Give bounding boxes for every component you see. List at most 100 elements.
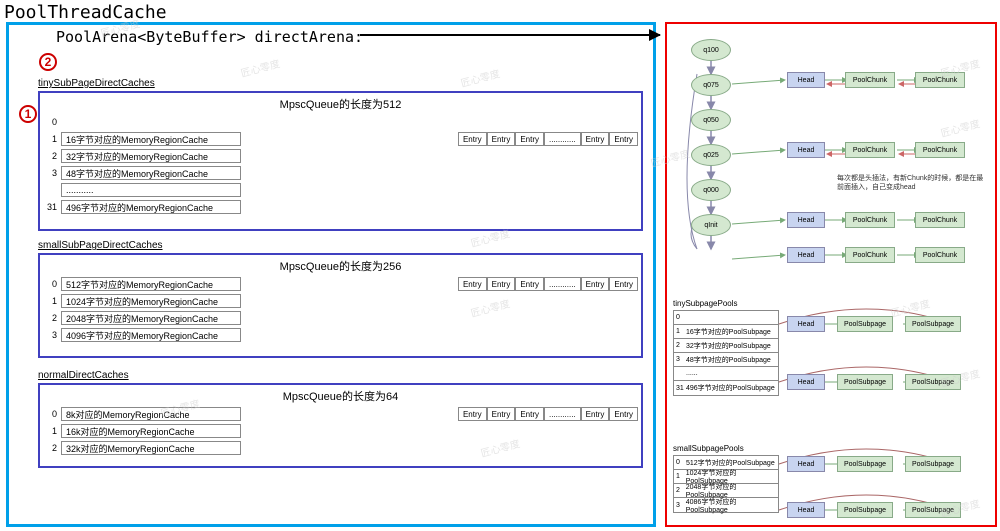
normal-cache-section: normalDirectCaches MpscQueue的长度为64 08k对应… <box>38 370 643 468</box>
cache-row: 22048字节对应的MemoryRegionCache <box>43 310 638 326</box>
subpage-chain: HeadPoolSubpagePoolSubpage <box>787 502 961 518</box>
row-index: 0 <box>43 279 61 289</box>
head-box: Head <box>787 374 825 390</box>
poolchunk-box: PoolChunk <box>845 142 895 158</box>
subpool-cell: 496字节对应的PoolSubpage <box>686 383 775 393</box>
tiny-cache-section: tinySubPageDirectCaches MpscQueue的长度为512… <box>38 78 643 231</box>
head-box: Head <box>787 502 825 518</box>
poolchunk-box: PoolChunk <box>845 72 895 88</box>
q-node: q100 <box>691 39 731 61</box>
marker-1: 1 <box>19 105 37 123</box>
tiny-queue-header: MpscQueue的长度为512 <box>40 96 641 112</box>
subpage-chain: Head PoolSubpage PoolSubpage <box>787 374 961 390</box>
subpage-chain: HeadPoolSubpagePoolSubpage <box>787 316 961 332</box>
tiny-box: MpscQueue的长度为512 0 116字节对应的MemoryRegionCa… <box>38 91 643 231</box>
row-index: 2 <box>43 151 61 161</box>
tiny-pool-label: tinySubpagePools <box>673 299 779 308</box>
memory-region-cache-cell: 16k对应的MemoryRegionCache <box>61 424 241 438</box>
small-cache-section: smallSubPageDirectCaches MpscQueue的长度为25… <box>38 240 643 358</box>
q-node: q025 <box>691 144 731 166</box>
poolsubpage-box: PoolSubpage <box>837 456 893 472</box>
subpool-row: 34086字节对应的PoolSubpage <box>674 498 778 512</box>
subpool-idx: 1 <box>676 473 686 480</box>
tiny-pool-box: 0116字节对应的PoolSubpage232字节对应的PoolSubpage3… <box>673 310 779 396</box>
page-title: PoolThreadCache <box>4 2 167 23</box>
head-box: Head <box>787 212 825 228</box>
cache-row: 31496字节对应的MemoryRegionCache <box>43 199 638 215</box>
subpool-cell: 16字节对应的PoolSubpage <box>686 327 771 337</box>
cache-row: 232k对应的MemoryRegionCache <box>43 440 638 456</box>
q-node: qInit <box>691 214 731 236</box>
subpool-row: 116字节对应的PoolSubpage <box>674 325 778 339</box>
memory-region-cache-cell: 2048字节对应的MemoryRegionCache <box>61 311 241 325</box>
entries-row: EntryEntryEntry............EntryEntry <box>458 407 638 421</box>
memory-region-cache-cell: ........... <box>61 183 241 197</box>
row-index: 0 <box>43 117 61 127</box>
entry-cell: Entry <box>515 132 544 146</box>
memory-region-cache-cell: 512字节对应的MemoryRegionCache <box>61 277 241 291</box>
poolsubpage-box: PoolSubpage <box>905 456 961 472</box>
entry-cell: Entry <box>487 277 516 291</box>
chunk-row: HeadPoolChunkPoolChunk <box>787 212 965 228</box>
subpool-row: 31496字节对应的PoolSubpage <box>674 381 778 395</box>
entry-cell: Entry <box>581 132 610 146</box>
entry-cell: Entry <box>515 277 544 291</box>
entry-cell: Entry <box>515 407 544 421</box>
poolsubpage-box: PoolSubpage <box>837 374 893 390</box>
poolchunk-box: PoolChunk <box>915 247 965 263</box>
row-index: 31 <box>43 202 61 212</box>
subpool-cell: 48字节对应的PoolSubpage <box>686 355 771 365</box>
head-box: Head <box>787 247 825 263</box>
small-pool-box: 0512字节对应的PoolSubpage11024字节对应的PoolSubpag… <box>673 455 779 513</box>
cache-row: 348字节对应的MemoryRegionCache <box>43 165 638 181</box>
subpool-idx: 31 <box>676 385 686 392</box>
q-node: q000 <box>691 179 731 201</box>
row-index: 1 <box>43 134 61 144</box>
subtitle: PoolArena<ByteBuffer> directArena: <box>56 28 363 46</box>
subpool-row: 0 <box>674 311 778 325</box>
entry-cell: Entry <box>609 132 638 146</box>
small-queue-header: MpscQueue的长度为256 <box>40 258 641 274</box>
subpool-idx: 0 <box>676 314 686 321</box>
note-text: 每次都是头插法，有新Chunk的时候，都是在最前面插入，自己变成head <box>837 174 987 192</box>
right-panel: q100q075q050q025q000qInit HeadPoolChunkP… <box>665 22 997 527</box>
subpool-idx: 1 <box>676 328 686 335</box>
q-node: q050 <box>691 109 731 131</box>
row-index: 1 <box>43 426 61 436</box>
normal-box: MpscQueue的长度为64 08k对应的MemoryRegionCacheE… <box>38 383 643 468</box>
q-node: q075 <box>691 74 731 96</box>
entry-cell: Entry <box>458 132 487 146</box>
small-label: smallSubPageDirectCaches <box>38 240 643 251</box>
subpool-cell: 4086字节对应的PoolSubpage <box>686 497 776 514</box>
row-index: 2 <box>43 443 61 453</box>
memory-region-cache-cell: 8k对应的MemoryRegionCache <box>61 407 241 421</box>
row-index: 3 <box>43 330 61 340</box>
entry-cell: Entry <box>581 407 610 421</box>
head-box: Head <box>787 72 825 88</box>
poolsubpage-box: PoolSubpage <box>905 374 961 390</box>
chunk-row: HeadPoolChunkPoolChunk <box>787 142 965 158</box>
cache-row: 0 <box>43 114 638 130</box>
normal-label: normalDirectCaches <box>38 370 643 381</box>
cache-row: 0512字节对应的MemoryRegionCacheEntryEntryEntr… <box>43 276 638 292</box>
arrow-icon <box>360 34 660 36</box>
small-pool-label: smallSubpagePools <box>673 444 779 453</box>
row-index: 1 <box>43 296 61 306</box>
cache-row: 116字节对应的MemoryRegionCacheEntryEntryEntry… <box>43 131 638 147</box>
subpool-idx: 2 <box>676 342 686 349</box>
row-index: 3 <box>43 168 61 178</box>
cache-row: 08k对应的MemoryRegionCacheEntryEntryEntry..… <box>43 406 638 422</box>
small-pool-section: smallSubpagePools 0512字节对应的PoolSubpage11… <box>673 444 779 513</box>
poolsubpage-box: PoolSubpage <box>837 502 893 518</box>
entries-row: EntryEntryEntry............EntryEntry <box>458 132 638 146</box>
subpool-cell: 512字节对应的PoolSubpage <box>686 458 775 468</box>
poolchunk-box: PoolChunk <box>845 247 895 263</box>
poolchunk-box: PoolChunk <box>845 212 895 228</box>
entry-cell: ............ <box>544 407 581 421</box>
row-index: 0 <box>43 409 61 419</box>
memory-region-cache-cell: 32字节对应的MemoryRegionCache <box>61 149 241 163</box>
memory-region-cache-cell: 4096字节对应的MemoryRegionCache <box>61 328 241 342</box>
subpool-idx: 0 <box>676 459 686 466</box>
subpool-row: 232字节对应的PoolSubpage <box>674 339 778 353</box>
subpool-idx: 3 <box>676 356 686 363</box>
